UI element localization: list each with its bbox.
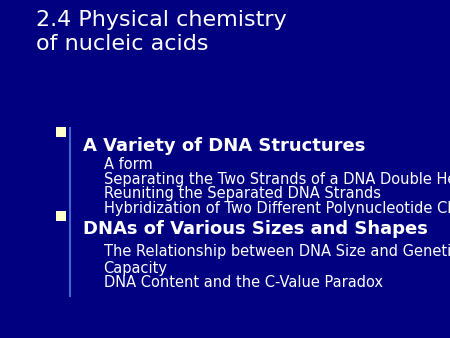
Text: DNA Content and the C-Value Paradox: DNA Content and the C-Value Paradox bbox=[104, 275, 382, 290]
Text: A form: A form bbox=[104, 157, 152, 172]
Text: 2.4 Physical chemistry
of nucleic acids: 2.4 Physical chemistry of nucleic acids bbox=[36, 10, 287, 54]
Text: DNAs of Various Sizes and Shapes: DNAs of Various Sizes and Shapes bbox=[83, 220, 428, 238]
Text: Reuniting the Separated DNA Strands: Reuniting the Separated DNA Strands bbox=[104, 186, 381, 201]
Text: Hybridization of Two Different Polynucleotide Chains: Hybridization of Two Different Polynucle… bbox=[104, 201, 450, 216]
Text: The Relationship between DNA Size and Genetic
Capacity: The Relationship between DNA Size and Ge… bbox=[104, 244, 450, 276]
Text: Separating the Two Strands of a DNA Double Helix: Separating the Two Strands of a DNA Doub… bbox=[104, 172, 450, 187]
Text: A Variety of DNA Structures: A Variety of DNA Structures bbox=[83, 137, 365, 155]
